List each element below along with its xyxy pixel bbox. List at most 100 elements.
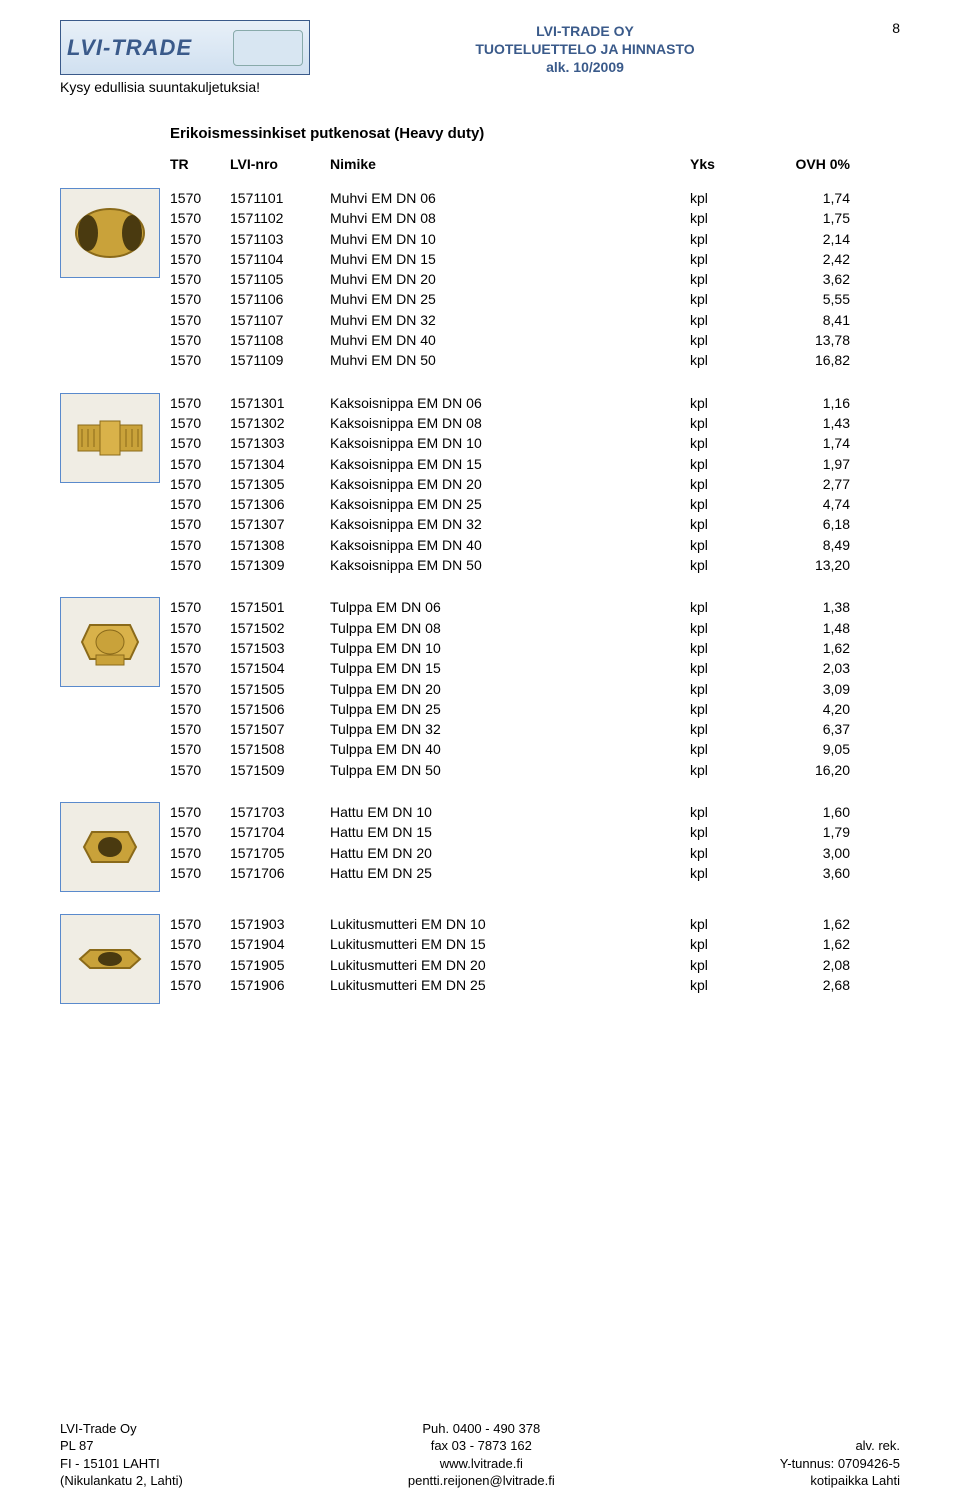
table-row: 15701571508Tulppa EM DN 40kpl9,05 <box>170 739 900 759</box>
section-title: Erikoismessinkiset putkenosat (Heavy dut… <box>170 125 900 142</box>
cell-nimike: Hattu EM DN 10 <box>330 802 690 822</box>
cell-lvi: 1571109 <box>230 350 330 370</box>
cell-yks: kpl <box>690 393 750 413</box>
cell-ovh: 6,37 <box>750 719 850 739</box>
cell-lvi: 1571706 <box>230 863 330 883</box>
table-row: 15701571505Tulppa EM DN 20kpl3,09 <box>170 679 900 699</box>
cell-yks: kpl <box>690 514 750 534</box>
table-row: 15701571503Tulppa EM DN 10kpl1,62 <box>170 638 900 658</box>
cell-tr: 1570 <box>170 269 230 289</box>
cell-tr: 1570 <box>170 975 230 995</box>
cell-yks: kpl <box>690 454 750 474</box>
cell-nimike: Muhvi EM DN 10 <box>330 229 690 249</box>
cell-lvi: 1571903 <box>230 914 330 934</box>
footer-line: pentti.reijonen@lvitrade.fi <box>408 1472 555 1490</box>
cell-lvi: 1571308 <box>230 535 330 555</box>
product-group: 15701571903Lukitusmutteri EM DN 10kpl1,6… <box>60 914 900 1004</box>
cell-lvi: 1571106 <box>230 289 330 309</box>
cell-lvi: 1571502 <box>230 618 330 638</box>
cell-nimike: Muhvi EM DN 15 <box>330 249 690 269</box>
table-row: 15701571106Muhvi EM DN 25kpl5,55 <box>170 289 900 309</box>
cell-ovh: 3,62 <box>750 269 850 289</box>
cell-yks: kpl <box>690 618 750 638</box>
cell-lvi: 1571101 <box>230 188 330 208</box>
cell-yks: kpl <box>690 535 750 555</box>
cell-lvi: 1571505 <box>230 679 330 699</box>
cell-ovh: 1,16 <box>750 393 850 413</box>
cell-ovh: 1,97 <box>750 454 850 474</box>
cell-lvi: 1571105 <box>230 269 330 289</box>
cell-tr: 1570 <box>170 535 230 555</box>
product-group: 15701571501Tulppa EM DN 06kpl1,381570157… <box>60 597 900 780</box>
cell-lvi: 1571309 <box>230 555 330 575</box>
cell-ovh: 2,03 <box>750 658 850 678</box>
table-row: 15701571504Tulppa EM DN 15kpl2,03 <box>170 658 900 678</box>
cell-nimike: Hattu EM DN 25 <box>330 863 690 883</box>
cell-lvi: 1571905 <box>230 955 330 975</box>
cell-nimike: Kaksoisnippa EM DN 25 <box>330 494 690 514</box>
cell-nimike: Muhvi EM DN 50 <box>330 350 690 370</box>
catalog-date: alk. 10/2009 <box>310 58 860 76</box>
cell-ovh: 1,43 <box>750 413 850 433</box>
footer-left: LVI-Trade OyPL 87FI - 15101 LAHTI(Nikula… <box>60 1420 183 1490</box>
cell-ovh: 8,49 <box>750 535 850 555</box>
table-row: 15701571309Kaksoisnippa EM DN 50kpl13,20 <box>170 555 900 575</box>
table-row: 15701571307Kaksoisnippa EM DN 32kpl6,18 <box>170 514 900 534</box>
table-row: 15701571308Kaksoisnippa EM DN 40kpl8,49 <box>170 535 900 555</box>
group-rows: 15701571301Kaksoisnippa EM DN 06kpl1,161… <box>170 393 900 576</box>
logo-block: LVI-TRADE Kysy edullisia suuntakuljetuks… <box>60 20 310 95</box>
cell-nimike: Tulppa EM DN 15 <box>330 658 690 678</box>
cell-lvi: 1571508 <box>230 739 330 759</box>
group-rows: 15701571703Hattu EM DN 10kpl1,6015701571… <box>170 802 900 883</box>
cell-yks: kpl <box>690 188 750 208</box>
catalog-subtitle: TUOTELUETTELO JA HINNASTO <box>310 40 860 58</box>
group-rows: 15701571501Tulppa EM DN 06kpl1,381570157… <box>170 597 900 780</box>
table-row: 15701571103Muhvi EM DN 10kpl2,14 <box>170 229 900 249</box>
cell-tr: 1570 <box>170 934 230 954</box>
cell-lvi: 1571304 <box>230 454 330 474</box>
cell-lvi: 1571302 <box>230 413 330 433</box>
cell-ovh: 2,08 <box>750 955 850 975</box>
table-row: 15701571302Kaksoisnippa EM DN 08kpl1,43 <box>170 413 900 433</box>
cell-tr: 1570 <box>170 413 230 433</box>
logo-text: LVI-TRADE <box>67 35 192 61</box>
cell-yks: kpl <box>690 310 750 330</box>
cell-tr: 1570 <box>170 679 230 699</box>
cell-lvi: 1571704 <box>230 822 330 842</box>
cell-nimike: Lukitusmutteri EM DN 10 <box>330 914 690 934</box>
cell-nimike: Muhvi EM DN 06 <box>330 188 690 208</box>
group-rows: 15701571101Muhvi EM DN 06kpl1,7415701571… <box>170 188 900 371</box>
cell-yks: kpl <box>690 760 750 780</box>
cell-yks: kpl <box>690 289 750 309</box>
cell-nimike: Tulppa EM DN 20 <box>330 679 690 699</box>
cell-nimike: Kaksoisnippa EM DN 08 <box>330 413 690 433</box>
table-row: 15701571102Muhvi EM DN 08kpl1,75 <box>170 208 900 228</box>
cell-lvi: 1571705 <box>230 843 330 863</box>
table-row: 15701571705Hattu EM DN 20kpl3,00 <box>170 843 900 863</box>
cell-yks: kpl <box>690 914 750 934</box>
cell-ovh: 8,41 <box>750 310 850 330</box>
col-nimike: Nimike <box>330 156 690 172</box>
footer-line <box>780 1420 900 1438</box>
cell-ovh: 13,20 <box>750 555 850 575</box>
cell-tr: 1570 <box>170 822 230 842</box>
footer-line: (Nikulankatu 2, Lahti) <box>60 1472 183 1490</box>
cell-lvi: 1571103 <box>230 229 330 249</box>
cell-tr: 1570 <box>170 863 230 883</box>
cell-yks: kpl <box>690 638 750 658</box>
cell-yks: kpl <box>690 208 750 228</box>
shipping-note: Kysy edullisia suuntakuljetuksia! <box>60 79 310 95</box>
cell-yks: kpl <box>690 269 750 289</box>
cell-tr: 1570 <box>170 494 230 514</box>
van-icon <box>233 30 303 66</box>
cell-ovh: 4,20 <box>750 699 850 719</box>
cell-lvi: 1571305 <box>230 474 330 494</box>
cell-yks: kpl <box>690 802 750 822</box>
cell-tr: 1570 <box>170 433 230 453</box>
cell-ovh: 16,82 <box>750 350 850 370</box>
col-tr: TR <box>170 156 230 172</box>
cell-nimike: Muhvi EM DN 40 <box>330 330 690 350</box>
cell-tr: 1570 <box>170 739 230 759</box>
cell-nimike: Kaksoisnippa EM DN 06 <box>330 393 690 413</box>
cell-tr: 1570 <box>170 514 230 534</box>
